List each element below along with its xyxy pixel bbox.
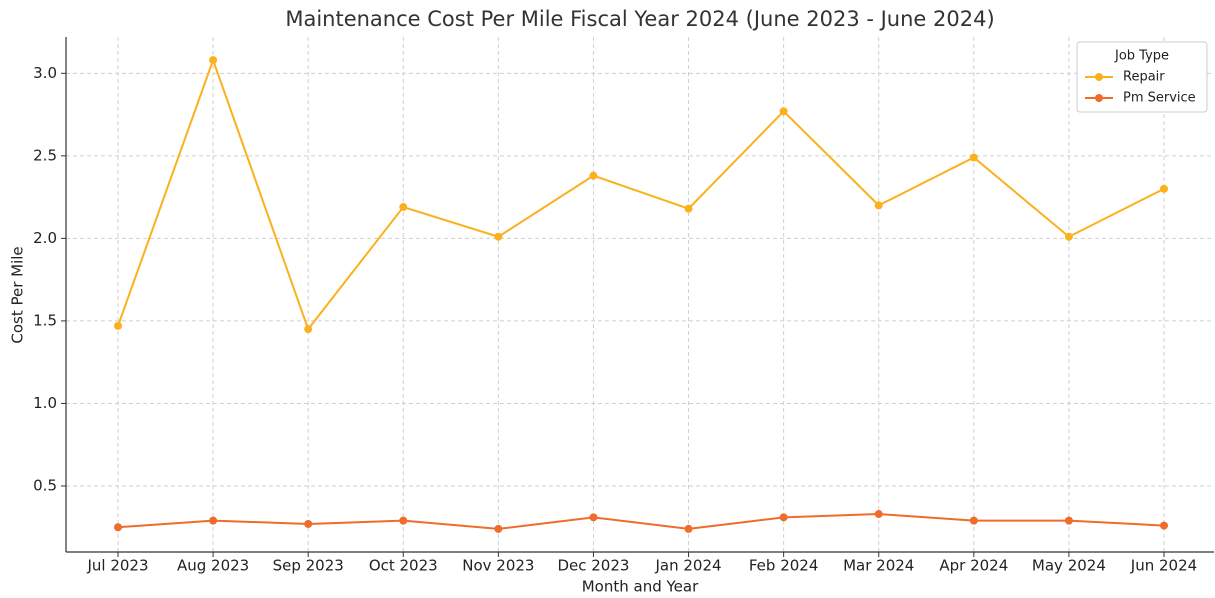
point (1064, 232, 1073, 241)
x-tick-label: Jul 2023 (86, 557, 148, 575)
legend-marker (1095, 73, 1103, 81)
legend-box (1076, 41, 1208, 113)
point (209, 56, 218, 65)
y-tick-label: 2.0 (33, 229, 57, 247)
y-tick-label: 1.5 (33, 311, 57, 329)
point (1160, 521, 1168, 530)
point (494, 232, 503, 241)
series-line (117, 57, 1165, 332)
y-tick-label: 3.0 (33, 64, 57, 82)
x-tick-label: Jun 2024 (1130, 557, 1197, 575)
point (304, 325, 313, 334)
point (304, 519, 313, 528)
point (1160, 184, 1168, 193)
x-tick-label: Feb 2024 (749, 557, 819, 575)
point (779, 107, 788, 116)
point (114, 523, 122, 532)
chart-title: Maintenance Cost Per Mile Fiscal Year 20… (285, 7, 994, 31)
y-axis-label: Cost Per Mile (9, 246, 27, 343)
point (399, 516, 408, 525)
point (684, 524, 693, 533)
legend-title: Job Type (1114, 49, 1169, 64)
x-tick-label: Dec 2023 (557, 557, 629, 575)
legend-label: Repair (1123, 70, 1165, 85)
x-tick-label: May 2024 (1032, 557, 1106, 575)
x-tick-label: Sep 2023 (273, 557, 344, 575)
x-tick-label: Apr 2024 (939, 557, 1008, 575)
point (969, 153, 978, 162)
x-tick-label: Oct 2023 (369, 557, 438, 575)
x-axis-label: Month and Year (582, 578, 699, 596)
legend-marker (1095, 94, 1103, 102)
y-tick-label: 1.0 (33, 394, 57, 412)
point (114, 321, 122, 330)
point (684, 204, 693, 213)
y-tick-label: 2.5 (33, 146, 57, 164)
series-line (117, 513, 1165, 530)
legend-label: Pm Service (1123, 91, 1196, 106)
point (874, 510, 883, 519)
point (494, 524, 503, 533)
point (779, 513, 788, 522)
point (1064, 516, 1073, 525)
point (969, 516, 978, 525)
x-tick-label: Aug 2023 (177, 557, 249, 575)
point (399, 203, 408, 212)
point (874, 201, 883, 210)
y-tick-label: 0.5 (33, 476, 57, 494)
point (589, 171, 598, 180)
x-tick-label: Jan 2024 (655, 557, 722, 575)
x-tick-label: Nov 2023 (462, 557, 534, 575)
x-tick-label: Mar 2024 (843, 557, 914, 575)
point (589, 513, 598, 522)
point (209, 516, 218, 525)
